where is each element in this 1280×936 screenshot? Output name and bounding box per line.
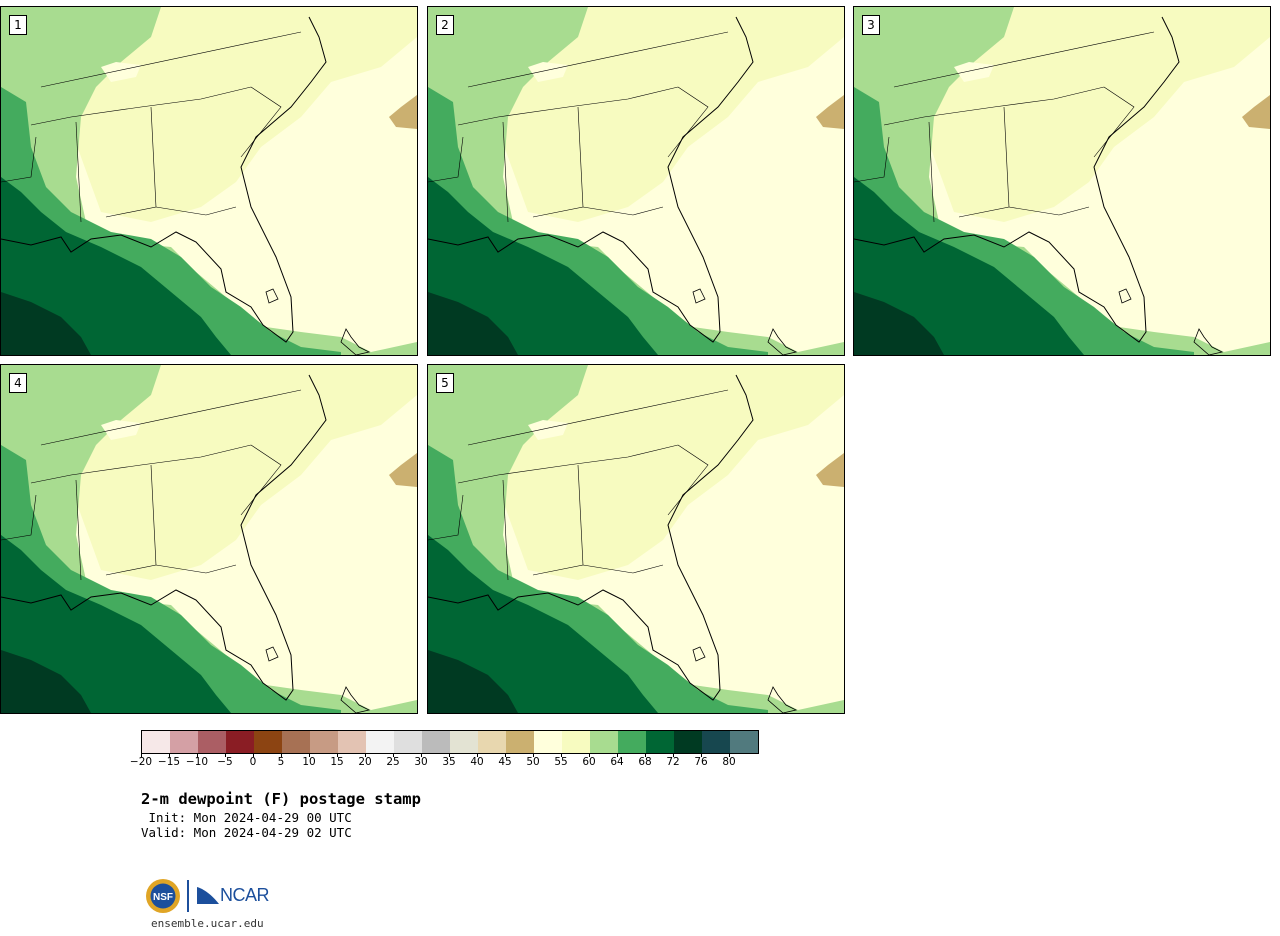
colorbar-tick <box>169 753 170 757</box>
panel-label-5: 5 <box>436 373 454 393</box>
init-time: Init: Mon 2024-04-29 00 UTC <box>141 810 352 825</box>
colorbar-tick <box>141 753 142 757</box>
colorbar-tick <box>365 753 366 757</box>
colorbar-segment <box>702 731 730 753</box>
colorbar-segment <box>282 731 310 753</box>
dewpoint-map-5 <box>428 365 844 713</box>
colorbar-tick <box>589 753 590 757</box>
nsf-logo-text: NSF <box>153 892 173 903</box>
colorbar-tick-label: 0 <box>249 756 257 768</box>
colorbar-tick-label: 30 <box>414 756 428 768</box>
colorbar-segment <box>310 731 338 753</box>
colorbar-segment <box>254 731 282 753</box>
colorbar-tick-label: −20 <box>129 756 153 768</box>
colorbar-tick-label: 20 <box>358 756 372 768</box>
colorbar-segment <box>450 731 478 753</box>
colorbar-tick-label: −15 <box>157 756 181 768</box>
map-panel-3: 3 <box>853 6 1271 356</box>
colorbar-tick <box>421 753 422 757</box>
colorbar-tick-label: 50 <box>526 756 540 768</box>
colorbar-tick <box>197 753 198 757</box>
colorbar-tick-label: 10 <box>302 756 316 768</box>
dewpoint-map-1 <box>1 7 417 355</box>
colorbar-tick-label: 5 <box>277 756 285 768</box>
colorbar-tick-label: 25 <box>386 756 400 768</box>
colorbar-tick <box>701 753 702 757</box>
panel-label-3: 3 <box>862 15 880 35</box>
colorbar-tick <box>449 753 450 757</box>
page-title: 2-m dewpoint (F) postage stamp <box>141 790 421 808</box>
colorbar-tick <box>225 753 226 757</box>
dewpoint-map-2 <box>428 7 844 355</box>
colorbar-ticks: −20 −15 −10 −5 0 5 10 15 20 25 30 35 40 45 50 55 60 64 68 7… <box>130 753 757 768</box>
colorbar-segment <box>730 731 758 753</box>
colorbar-tick <box>337 753 338 757</box>
colorbar-tick <box>561 753 562 757</box>
colorbar-segment <box>618 731 646 753</box>
colorbar-tick-label: 72 <box>666 756 680 768</box>
colorbar-tick-label: 80 <box>722 756 736 768</box>
colorbar-segment <box>338 731 366 753</box>
colorbar-tick <box>477 753 478 757</box>
colorbar-tick <box>645 753 646 757</box>
dewpoint-map-4 <box>1 365 417 713</box>
colorbar-tick-label: 55 <box>554 756 568 768</box>
map-panel-1: 1 <box>0 6 418 356</box>
panel-label-4: 4 <box>9 373 27 393</box>
colorbar-tick <box>673 753 674 757</box>
colorbar-tick-label: 76 <box>694 756 708 768</box>
colorbar-segment <box>562 731 590 753</box>
colorbar-tick <box>505 753 506 757</box>
ncar-logo-mark <box>197 887 219 904</box>
colorbar-tick-label: 68 <box>638 756 652 768</box>
site-url: ensemble.ucar.edu <box>151 917 264 930</box>
colorbar-tick <box>729 753 730 757</box>
colorbar-tick-label: −5 <box>217 756 233 768</box>
colorbar-tick-label: 40 <box>470 756 484 768</box>
valid-time: Valid: Mon 2024-04-29 02 UTC <box>141 825 352 840</box>
colorbar-segment <box>646 731 674 753</box>
map-panel-4: 4 <box>0 364 418 714</box>
colorbar-segment <box>506 731 534 753</box>
colorbar-segment <box>198 731 226 753</box>
colorbar-tick <box>281 753 282 757</box>
colorbar-tick-label: 15 <box>330 756 344 768</box>
colorbar-segment <box>226 731 254 753</box>
colorbar-segment <box>170 731 198 753</box>
colorbar-segment <box>590 731 618 753</box>
colorbar <box>141 730 759 754</box>
colorbar-tick-label: 60 <box>582 756 596 768</box>
dewpoint-map-3 <box>854 7 1270 355</box>
ncar-logo: NCAR <box>196 882 270 908</box>
colorbar-segment <box>478 731 506 753</box>
colorbar-segment <box>422 731 450 753</box>
colorbar-segment <box>142 731 170 753</box>
colorbar-segment <box>534 731 562 753</box>
colorbar-tick-label: 45 <box>498 756 512 768</box>
panel-label-2: 2 <box>436 15 454 35</box>
colorbar-segment <box>674 731 702 753</box>
colorbar-tick <box>253 753 254 757</box>
colorbar-tick-label: −10 <box>185 756 209 768</box>
ncar-logo-text: NCAR <box>220 884 270 905</box>
colorbar-tick <box>533 753 534 757</box>
panel-label-1: 1 <box>9 15 27 35</box>
map-panel-2: 2 <box>427 6 845 356</box>
logo-divider <box>187 880 189 912</box>
colorbar-tick <box>309 753 310 757</box>
map-panel-5: 5 <box>427 364 845 714</box>
colorbar-segment <box>366 731 394 753</box>
colorbar-tick-label: 64 <box>610 756 624 768</box>
colorbar-tick-label: 35 <box>442 756 456 768</box>
nsf-logo: NSF <box>145 878 181 914</box>
colorbar-tick <box>617 753 618 757</box>
colorbar-segment <box>394 731 422 753</box>
colorbar-tick <box>393 753 394 757</box>
